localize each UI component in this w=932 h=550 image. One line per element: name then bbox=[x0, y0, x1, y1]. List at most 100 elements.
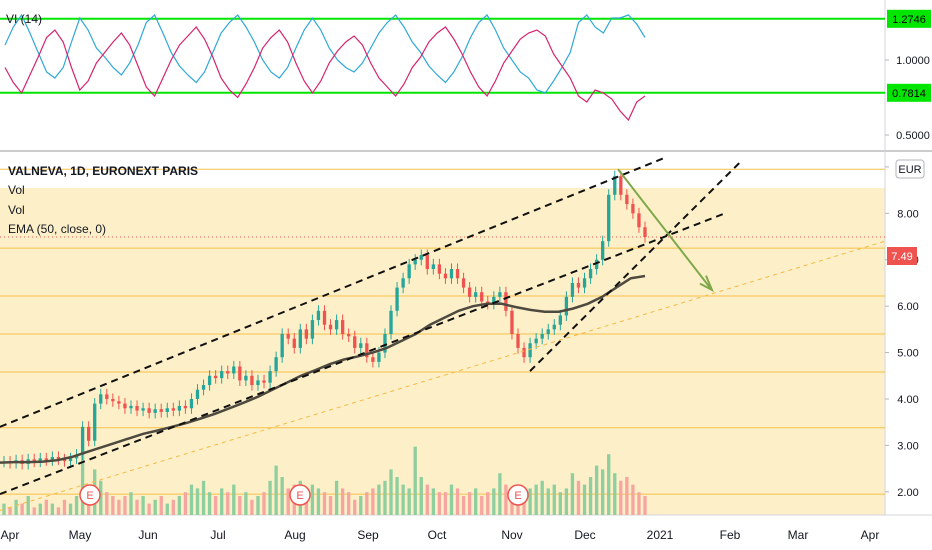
candle-body bbox=[183, 405, 188, 409]
volume-bar bbox=[226, 492, 230, 515]
volume-bar bbox=[20, 503, 24, 515]
volume-bar bbox=[201, 480, 206, 515]
candle-body bbox=[510, 310, 514, 334]
volume-bar bbox=[413, 446, 417, 515]
candle-body bbox=[340, 320, 345, 334]
volume-bar bbox=[504, 484, 508, 515]
candle-body bbox=[213, 375, 218, 379]
candle-body bbox=[93, 403, 97, 441]
volume-bar bbox=[334, 480, 339, 515]
volume-bar bbox=[68, 503, 73, 515]
x-tick-label: Aug bbox=[284, 528, 305, 542]
volume-bar bbox=[431, 488, 436, 515]
forecast-arrow-line bbox=[617, 168, 711, 289]
volume-bar bbox=[105, 492, 109, 515]
volume-bar bbox=[310, 484, 315, 515]
volume-bar bbox=[129, 492, 133, 515]
candle-body bbox=[461, 278, 466, 288]
candle-body bbox=[280, 334, 284, 358]
volume-bar bbox=[286, 488, 290, 515]
volume-bar bbox=[425, 484, 429, 515]
candle-body bbox=[389, 310, 393, 334]
volume-bar bbox=[437, 492, 442, 515]
candle-body bbox=[135, 405, 139, 411]
candle-body bbox=[377, 352, 381, 362]
volume-bar bbox=[123, 496, 127, 515]
candle-body bbox=[601, 241, 605, 260]
candle-body bbox=[419, 255, 423, 260]
volume-bar bbox=[498, 473, 502, 515]
earnings-marker-label: E bbox=[296, 490, 303, 502]
candle-body bbox=[268, 371, 272, 383]
volume-bar bbox=[377, 484, 381, 515]
volume-bar bbox=[268, 480, 272, 515]
candle-body bbox=[347, 334, 351, 337]
candle-body bbox=[304, 329, 309, 339]
candle-body bbox=[262, 380, 266, 383]
volume-bar bbox=[570, 473, 575, 515]
candle-body bbox=[129, 405, 133, 409]
volume-bar bbox=[576, 480, 581, 515]
candle-body bbox=[207, 375, 212, 386]
price-tick-label: 8.00 bbox=[897, 208, 918, 220]
candle-body bbox=[467, 287, 472, 297]
volume-bar bbox=[165, 503, 169, 515]
horizontal-levels bbox=[0, 168, 885, 495]
vi-panel-background bbox=[0, 0, 885, 150]
candle-body bbox=[141, 408, 145, 411]
volume-bar bbox=[347, 492, 351, 515]
volume-bar bbox=[135, 499, 139, 515]
candle-body bbox=[480, 292, 484, 302]
volume-bar bbox=[111, 496, 115, 515]
candle-body bbox=[528, 343, 532, 358]
candle-body bbox=[492, 296, 496, 304]
currency-box[interactable] bbox=[895, 159, 925, 179]
volume-bar bbox=[280, 477, 284, 515]
candle-body bbox=[353, 336, 357, 348]
x-tick-label: Jul bbox=[210, 528, 225, 542]
candle-body bbox=[576, 282, 581, 288]
candle-body bbox=[564, 296, 569, 316]
candle-body bbox=[286, 334, 290, 339]
candle-body bbox=[177, 405, 182, 411]
volume-bar bbox=[643, 496, 647, 515]
volume-bar bbox=[32, 507, 36, 515]
candle-body bbox=[588, 269, 593, 279]
candle-body bbox=[534, 338, 538, 344]
volume-bar bbox=[147, 503, 151, 515]
candle-body bbox=[298, 329, 302, 348]
candle-body bbox=[44, 458, 48, 461]
x-tick-label: Sep bbox=[357, 528, 379, 542]
candle-body bbox=[413, 259, 417, 265]
x-tick-label: Apr bbox=[1, 528, 20, 542]
volume-bar bbox=[552, 484, 556, 515]
price-tick-label: 2.00 bbox=[897, 487, 918, 499]
vi-tick-label: 0.5000 bbox=[896, 130, 930, 142]
candle-body bbox=[86, 426, 91, 441]
volume-bar bbox=[389, 469, 393, 515]
candle-body bbox=[613, 176, 617, 195]
x-tick-label: Dec bbox=[574, 528, 595, 542]
candle-body bbox=[189, 398, 194, 409]
earnings-marker-label: E bbox=[514, 490, 521, 502]
volume-bar bbox=[461, 496, 466, 515]
volume-bar bbox=[637, 492, 641, 515]
vi-layer: 1.2746 0.7814 1.0000 0.5000 bbox=[0, 9, 931, 142]
price-tick-label: 3.00 bbox=[897, 440, 918, 452]
last-price-label: 7.49 bbox=[891, 251, 912, 263]
volume-bar bbox=[365, 492, 369, 515]
candle-body bbox=[395, 287, 399, 311]
vi-level-label: 1.2746 bbox=[892, 14, 926, 26]
candle-body bbox=[383, 334, 387, 353]
candle-body bbox=[522, 347, 526, 358]
candle-body bbox=[407, 264, 411, 279]
volume-bar bbox=[625, 477, 629, 515]
candle-body bbox=[99, 394, 103, 404]
candle-body bbox=[68, 458, 73, 462]
volume-bar bbox=[492, 488, 496, 515]
volume-bar bbox=[220, 488, 224, 515]
volume-bar bbox=[564, 488, 569, 515]
volume-bar bbox=[56, 507, 61, 515]
